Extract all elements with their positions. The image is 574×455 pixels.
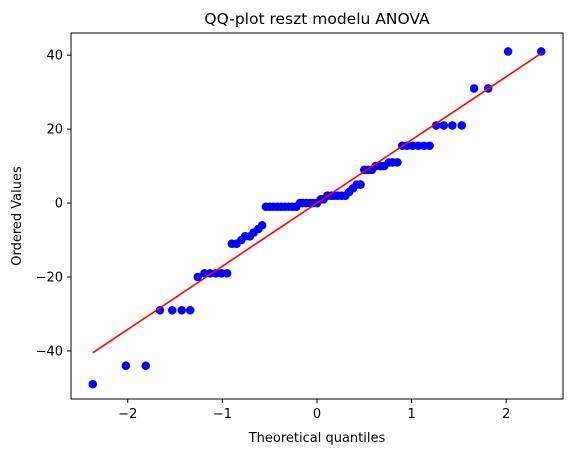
y-tick-label-2: 0 [55, 197, 63, 212]
x-tick-label-4: 2 [502, 407, 510, 422]
data-point-1 [121, 361, 131, 371]
data-point-7 [193, 272, 203, 282]
x-tick-label-2: 0 [313, 407, 321, 422]
data-point-63 [431, 121, 441, 130]
y-axis-title: Ordered Values [10, 166, 25, 266]
data-point-4 [167, 305, 177, 315]
data-point-65 [448, 121, 457, 130]
data-point-64 [439, 121, 449, 130]
data-point-2 [141, 361, 151, 371]
x-tick-label-0: −2 [118, 407, 137, 422]
data-point-56 [393, 158, 402, 167]
y-tick-label-0: −40 [36, 344, 63, 359]
x-tick-label-1: −1 [213, 407, 232, 422]
data-point-20 [257, 220, 267, 230]
y-tick-label-1: −20 [36, 271, 63, 286]
data-point-5 [177, 305, 186, 315]
y-tick-label-4: 40 [46, 49, 63, 64]
data-point-67 [469, 84, 479, 93]
data-point-0 [88, 379, 98, 389]
fit-line [92, 52, 542, 354]
x-tick-label-3: 1 [407, 407, 415, 422]
data-point-47 [356, 180, 365, 189]
data-point-69 [503, 47, 513, 56]
data-point-3 [155, 305, 165, 315]
data-point-12 [222, 269, 232, 278]
x-axis-title: Theoretical quantiles [248, 431, 386, 446]
y-tick-label-3: 20 [46, 123, 63, 138]
data-point-70 [536, 47, 546, 56]
chart-title: QQ-plot reszt modelu ANOVA [204, 10, 430, 28]
data-point-66 [457, 121, 467, 130]
data-point-62 [425, 141, 434, 151]
data-point-6 [185, 305, 195, 315]
